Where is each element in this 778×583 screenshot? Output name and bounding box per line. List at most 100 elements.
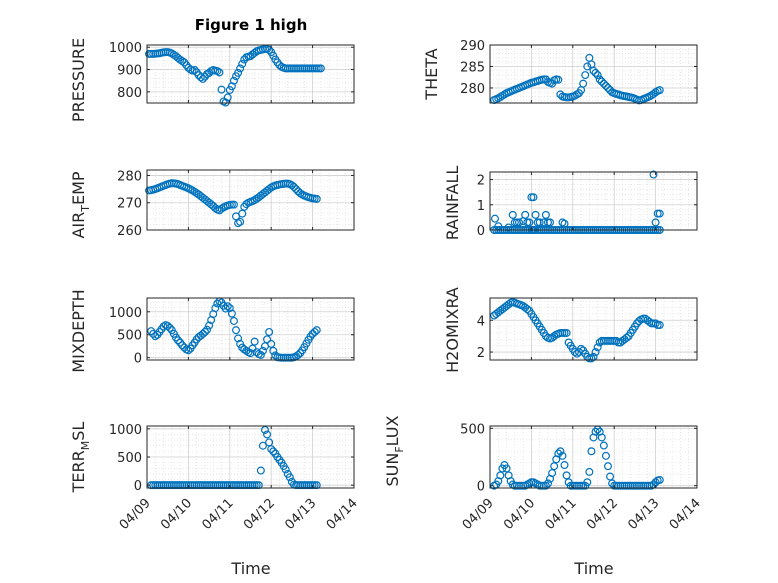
- data-point: [213, 67, 222, 76]
- data-point: [591, 348, 600, 357]
- data-point: [645, 92, 654, 101]
- data-point: [550, 462, 559, 471]
- data-point: [502, 464, 511, 473]
- data-point: [603, 462, 612, 471]
- y-tick-label: 260: [117, 224, 142, 239]
- data-point: [234, 68, 243, 77]
- series-points: [147, 297, 321, 362]
- data-point: [597, 77, 606, 86]
- data-point: [275, 61, 284, 70]
- data-point: [591, 68, 600, 77]
- data-point: [597, 433, 606, 442]
- ylabel-h2omixra: H2OMIXRA: [443, 287, 462, 373]
- chart-3: 0 1 2: [477, 170, 698, 239]
- data-point: [589, 66, 598, 75]
- data-point: [316, 64, 325, 73]
- axes-box: [146, 297, 355, 361]
- data-point: [655, 475, 664, 484]
- data-point: [587, 354, 596, 363]
- data-point: [267, 339, 276, 348]
- data-point: [496, 92, 505, 101]
- data-point: [215, 68, 224, 77]
- data-point: [225, 304, 234, 313]
- data-point: [229, 76, 238, 85]
- data-point: [263, 430, 272, 439]
- xlabel-time-right: Time: [573, 559, 613, 578]
- ylabel-sun-flux: SUNFLUX: [383, 415, 406, 486]
- data-point: [256, 466, 265, 475]
- y-tick-label: 0: [477, 480, 485, 495]
- data-point: [554, 75, 563, 84]
- data-point: [184, 346, 193, 355]
- y-tick-label: 2: [477, 174, 485, 189]
- data-point: [236, 64, 245, 73]
- figure-title: Figure 1 high: [195, 16, 308, 34]
- ylabel-air-temp: AIRTEMP: [69, 171, 92, 238]
- data-point: [572, 90, 581, 99]
- data-point: [265, 185, 274, 194]
- data-point: [531, 210, 540, 219]
- data-point: [601, 81, 610, 90]
- data-point: [649, 170, 658, 179]
- data-point: [581, 71, 590, 80]
- data-point: [601, 451, 610, 460]
- data-point: [260, 425, 269, 434]
- data-point: [599, 441, 608, 450]
- axes-box: [146, 169, 355, 231]
- data-point: [178, 57, 187, 66]
- data-point: [523, 305, 532, 314]
- subplot-h2omixra: H2OMIXRA: [443, 287, 462, 373]
- data-point: [543, 479, 552, 488]
- y-tick-label: 0: [134, 352, 142, 367]
- ylabel-rainfall: RAINFALL: [443, 166, 462, 241]
- data-point: [258, 441, 267, 450]
- data-point: [312, 481, 321, 490]
- data-point: [655, 86, 664, 95]
- y-tick-label: 1000: [109, 423, 142, 438]
- data-point: [165, 323, 174, 332]
- chart-4: 0 500 1000: [109, 297, 355, 367]
- subplot-sun-flux: SUNFLUX: [383, 415, 406, 486]
- data-point: [562, 328, 571, 337]
- data-point: [508, 210, 517, 219]
- data-point: [599, 79, 608, 88]
- data-point: [655, 209, 664, 218]
- ylabel-pressure: PRESSURE: [69, 38, 88, 122]
- y-tick-label: 500: [460, 422, 485, 437]
- data-point: [585, 467, 594, 476]
- data-point: [312, 194, 321, 203]
- data-point: [236, 217, 245, 226]
- data-point: [269, 51, 278, 60]
- data-point: [225, 86, 234, 95]
- data-point: [267, 445, 276, 454]
- data-point: [281, 465, 290, 474]
- data-point: [188, 186, 197, 195]
- data-point: [221, 304, 230, 313]
- data-point: [535, 218, 544, 227]
- y-tick-label: 280: [117, 169, 142, 184]
- data-point: [234, 219, 243, 228]
- data-point: [265, 45, 274, 54]
- data-point: [570, 91, 579, 100]
- data-point: [496, 471, 505, 480]
- axes-box: [489, 44, 698, 104]
- data-point: [258, 346, 267, 355]
- series-points: [145, 44, 325, 107]
- data-point: [560, 219, 569, 228]
- data-point: [205, 321, 214, 330]
- data-point: [556, 90, 565, 99]
- data-point: [622, 333, 631, 342]
- data-point: [234, 334, 243, 343]
- data-point: [217, 85, 226, 94]
- subplot-terr-msl: TERRMSL: [69, 422, 92, 494]
- data-point: [490, 214, 499, 223]
- subplot-theta: THETA: [422, 48, 441, 100]
- data-point: [504, 223, 513, 232]
- data-point: [294, 350, 303, 359]
- data-point: [514, 218, 523, 227]
- data-point: [606, 472, 615, 481]
- data-point: [292, 185, 301, 194]
- data-point: [651, 88, 660, 97]
- y-tick-label: 800: [117, 86, 142, 101]
